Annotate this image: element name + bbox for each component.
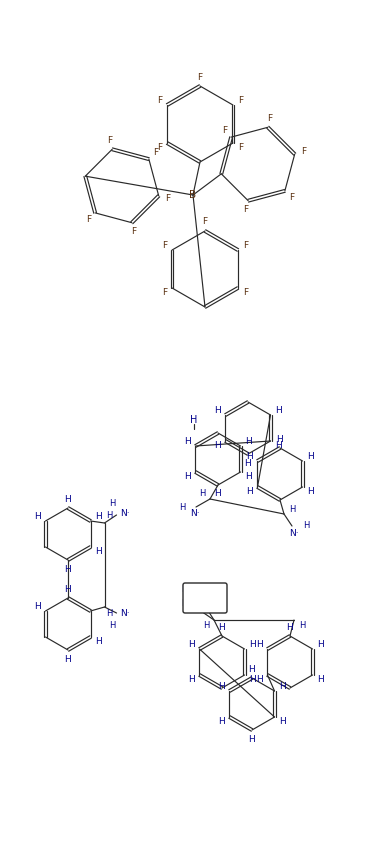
Text: H: H — [65, 585, 71, 593]
Text: H: H — [214, 441, 221, 450]
Text: H: H — [109, 499, 116, 507]
Text: H: H — [249, 640, 256, 649]
Text: F: F — [157, 143, 162, 152]
Text: H: H — [179, 502, 185, 511]
FancyBboxPatch shape — [183, 583, 227, 613]
Text: F: F — [238, 143, 243, 152]
Text: H: H — [317, 675, 324, 684]
Text: F: F — [222, 127, 227, 135]
Text: H: H — [246, 487, 253, 496]
Text: H: H — [214, 406, 221, 415]
Text: F: F — [243, 205, 249, 214]
Text: N·: N· — [190, 510, 200, 518]
Text: H: H — [307, 452, 314, 461]
Text: H: H — [249, 675, 256, 684]
Text: H: H — [106, 609, 113, 619]
Text: H: H — [106, 511, 113, 521]
Text: B: B — [189, 190, 196, 200]
Text: Abs: Abs — [196, 589, 214, 599]
Text: F: F — [152, 149, 158, 157]
Text: H: H — [203, 620, 209, 630]
Text: N·: N· — [120, 609, 129, 619]
Text: H: H — [275, 441, 282, 450]
Text: H: H — [184, 437, 191, 446]
Text: F: F — [268, 114, 273, 123]
Text: H: H — [109, 620, 116, 630]
Text: H: H — [303, 522, 309, 531]
Text: N·: N· — [193, 602, 203, 610]
Text: H: H — [249, 734, 255, 744]
Text: H: H — [317, 640, 324, 649]
Text: F: F — [289, 192, 294, 202]
Text: H: H — [245, 472, 252, 481]
Text: H: H — [307, 487, 314, 496]
Text: H: H — [188, 675, 195, 684]
Text: F: F — [162, 241, 167, 250]
Text: H: H — [219, 623, 225, 631]
Text: F: F — [243, 241, 248, 250]
Text: H: H — [188, 640, 195, 649]
Text: H: H — [256, 675, 263, 684]
Text: H: H — [218, 717, 225, 726]
Text: F: F — [107, 136, 112, 145]
Text: H: H — [199, 490, 205, 499]
Text: H: H — [277, 435, 283, 443]
Text: H: H — [65, 495, 71, 504]
Text: H: H — [218, 682, 225, 691]
Text: H: H — [246, 452, 253, 461]
Text: H: H — [287, 623, 293, 631]
Text: F: F — [238, 96, 243, 105]
Text: H: H — [289, 505, 295, 513]
Text: H: H — [190, 415, 198, 425]
Text: F: F — [86, 214, 91, 224]
Text: H: H — [215, 490, 221, 499]
Text: H: H — [275, 406, 282, 415]
Text: F: F — [157, 96, 162, 105]
Text: H: H — [34, 512, 41, 521]
Text: N·: N· — [193, 587, 203, 597]
Text: H: H — [34, 602, 41, 611]
Text: H: H — [95, 637, 102, 646]
Text: H: H — [299, 620, 305, 630]
Text: H: H — [279, 717, 286, 726]
Text: H: H — [245, 437, 252, 446]
Text: H: H — [184, 472, 191, 481]
Text: H: H — [256, 640, 263, 649]
Text: H: H — [181, 598, 187, 608]
Text: Co: Co — [200, 600, 210, 606]
Text: H: H — [95, 547, 102, 556]
Text: H: H — [65, 654, 71, 663]
Text: N·: N· — [289, 528, 299, 538]
Text: H: H — [245, 458, 251, 468]
Text: H: H — [279, 682, 286, 691]
Text: N·: N· — [120, 510, 129, 518]
Text: F: F — [198, 73, 203, 82]
Text: F: F — [202, 218, 208, 226]
Text: F: F — [243, 288, 248, 297]
Text: F: F — [131, 227, 137, 236]
Text: H: H — [65, 565, 71, 574]
Text: H: H — [249, 664, 255, 674]
Text: H: H — [95, 512, 102, 521]
Text: F: F — [301, 148, 306, 156]
Text: H: H — [181, 585, 187, 593]
Text: F: F — [162, 288, 167, 297]
Text: F: F — [165, 193, 170, 203]
